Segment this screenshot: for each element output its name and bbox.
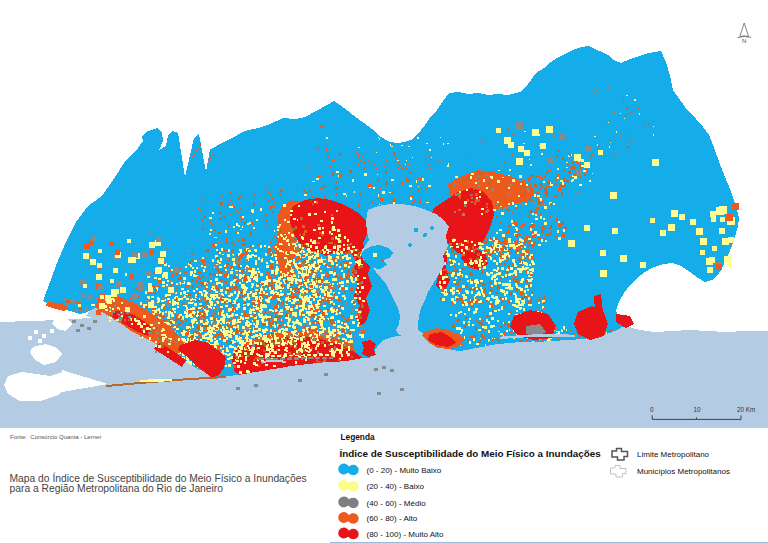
svg-text:N: N [742, 37, 746, 44]
